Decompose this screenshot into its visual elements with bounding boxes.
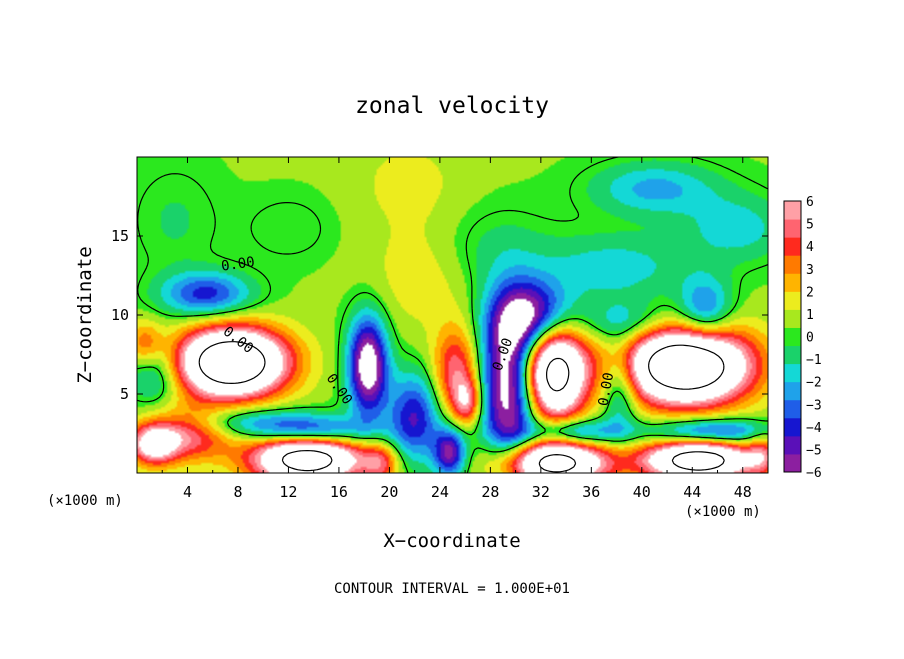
colorbar-tick-label: 6 — [806, 195, 814, 210]
x-tick-label: 12 — [279, 483, 297, 501]
colorbar-tick-label: −5 — [806, 443, 822, 458]
colorbar-swatch — [784, 237, 801, 256]
colorbar-swatch — [784, 309, 801, 328]
colorbar-swatch — [784, 453, 801, 473]
x-axis-ticks: 4 8 12 16 20 24 28 32 36 40 44 48 — [161, 157, 752, 501]
y-axis-title: Z−coordinate — [74, 246, 96, 383]
colorbar-swatch — [784, 219, 801, 238]
contour-zero — [137, 157, 768, 473]
colorbar-swatch — [784, 417, 801, 437]
colorbar-tick-label: −2 — [806, 376, 822, 391]
colorbar-frame — [783, 200, 802, 473]
contour-label: 0.00 — [220, 254, 256, 275]
colorbar-tick-label: −6 — [806, 466, 822, 481]
contour-positive — [198, 341, 725, 473]
colorbar-swatch — [784, 273, 801, 292]
colorbar-swatch — [784, 345, 801, 365]
y-axis-ticks: 5 10 15 — [111, 227, 768, 403]
colorbar-tick-label: 3 — [806, 263, 814, 278]
colorbar-swatch — [784, 381, 801, 401]
plot-area: 0.000.000.000.000.00 — [136, 156, 769, 474]
colorbar-swatch — [784, 327, 801, 347]
velocity-field-heatmap — [137, 157, 768, 473]
colorbar-swatch — [784, 363, 801, 383]
contour-label: 0.00 — [596, 371, 618, 407]
colorbar-tick-label: 0 — [806, 331, 814, 346]
colorbar-swatch — [784, 255, 801, 274]
x-tick-label: 8 — [233, 483, 242, 501]
colorbar-tick-label: 5 — [806, 218, 814, 233]
x-tick-label: 40 — [633, 483, 651, 501]
y-tick-label: 5 — [120, 385, 129, 403]
colorbar-tick-label: 4 — [806, 240, 814, 255]
colorbar-swatch — [784, 435, 801, 455]
colorbar-tick-label: −3 — [806, 398, 822, 413]
x-tick-label: 28 — [481, 483, 499, 501]
y-tick-label: 10 — [111, 306, 129, 324]
x-tick-label: 32 — [532, 483, 550, 501]
chart-title: zonal velocity — [355, 93, 549, 119]
x-tick-label: 48 — [734, 483, 752, 501]
colorbar-tick-label: −1 — [806, 353, 822, 368]
colorbar-swatch — [784, 201, 801, 220]
contour-lines — [137, 157, 768, 473]
x-tick-label: 20 — [380, 483, 398, 501]
colorbar-tick-label: 1 — [806, 308, 814, 323]
y-tick-label: 15 — [111, 227, 129, 245]
x-tick-label: 44 — [683, 483, 701, 501]
x-axis-title: X−coordinate — [383, 530, 520, 552]
contour-interval-note: CONTOUR INTERVAL = 1.000E+01 — [334, 581, 570, 597]
colorbar-tick-label: −4 — [806, 421, 822, 436]
colorbar-swatch — [784, 291, 801, 310]
colorbar: 6 5 4 3 2 1 0 −1 −2 −3 −4 −5 −6 — [783, 195, 822, 481]
colorbar-swatch — [784, 399, 801, 419]
x-unit-label-left: (×1000 m) — [47, 493, 123, 509]
x-tick-label: 36 — [582, 483, 600, 501]
x-tick-label: 16 — [330, 483, 348, 501]
colorbar-tick-label: 2 — [806, 285, 814, 300]
x-tick-label: 24 — [431, 483, 449, 501]
x-tick-label: 4 — [183, 483, 192, 501]
x-unit-label-right: (×1000 m) — [685, 504, 761, 520]
